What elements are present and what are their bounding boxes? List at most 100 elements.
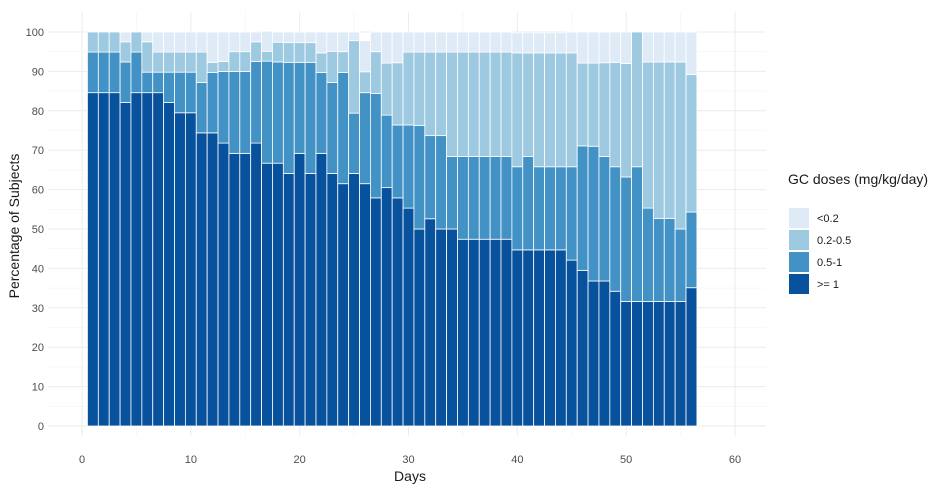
bar-segment (587, 62, 600, 147)
y-tick-label: 90 (32, 66, 44, 78)
bar-segment (228, 152, 241, 427)
bar-segment (533, 52, 545, 168)
bar-segment (631, 166, 643, 302)
bar-segment (424, 31, 437, 53)
bar-segment (652, 31, 665, 63)
bar-segment (500, 238, 513, 427)
bar-segment (326, 82, 339, 174)
bar-segment (391, 31, 404, 64)
x-tick-label: 10 (185, 454, 197, 466)
bar-segment (239, 152, 252, 427)
bar-segment (130, 92, 143, 427)
bar-segment (642, 61, 654, 209)
bar-segment (565, 31, 578, 54)
bar-segment (293, 31, 306, 44)
bar-segment (674, 31, 687, 63)
bar-segment (609, 31, 622, 63)
bar-segment (642, 301, 654, 427)
bar-segment (380, 31, 393, 64)
x-tick-label: 50 (620, 454, 632, 466)
bar-segment (206, 61, 219, 73)
y-tick-label: 60 (32, 185, 44, 197)
bar-segment (533, 32, 545, 54)
bar-segment (217, 71, 230, 144)
bar-segment (435, 31, 447, 53)
bar-segment (250, 31, 262, 43)
bar-segment (685, 287, 698, 427)
bar-segment (446, 228, 458, 427)
bar-segment (326, 173, 339, 427)
y-tick-label: 80 (32, 106, 44, 118)
bar-segment (565, 259, 578, 427)
bar-segment (206, 132, 219, 427)
legend-label: 0.5-1 (817, 257, 842, 269)
bar-segment (609, 61, 622, 168)
bar-segment (87, 31, 99, 53)
bar-segment (315, 72, 328, 154)
bar-segment (391, 197, 404, 427)
bar-segment (489, 31, 502, 53)
bar-segment (261, 50, 273, 62)
bar-segment (272, 41, 284, 63)
bar-segment (304, 42, 317, 63)
bar-segment (239, 71, 252, 154)
bar-segment (522, 32, 535, 54)
bar-segment (272, 162, 284, 427)
bar-segment (587, 145, 600, 282)
bar-segment (533, 166, 545, 251)
bar-segment (446, 156, 458, 230)
bar-segment (413, 31, 426, 53)
legend-swatch (789, 252, 809, 272)
bar-segment (184, 31, 197, 53)
bar-segment (522, 156, 535, 251)
bar-segment (152, 71, 165, 94)
bar-segment (97, 51, 110, 94)
bar-segment (489, 51, 502, 157)
bar-segment (663, 31, 676, 63)
bar-segment (97, 92, 110, 427)
bar-segment (467, 238, 480, 427)
bar-segment (685, 74, 698, 213)
bar-segment (598, 280, 611, 427)
bar-segment (228, 71, 241, 154)
bar-segment (370, 197, 382, 427)
x-tick-label: 0 (79, 454, 85, 466)
bar-segment (652, 301, 665, 427)
bar-segment (174, 51, 186, 73)
bar-segment (119, 102, 132, 427)
bar-segment (631, 31, 643, 168)
bar-segment (587, 31, 600, 64)
bar-segment (609, 166, 622, 292)
bar-segment (598, 62, 611, 157)
bar-segment (337, 72, 350, 185)
bar-segment (642, 207, 654, 302)
bar-segment (239, 31, 252, 53)
bar-segment (576, 145, 589, 271)
bar-segment (402, 31, 415, 53)
legend-swatch (789, 230, 809, 250)
bar-segment (685, 211, 698, 289)
x-tick-label: 20 (294, 454, 306, 466)
bar-segment (478, 156, 491, 240)
bar-segment (457, 51, 469, 157)
bar-segment (457, 31, 469, 53)
bar-segment (555, 32, 567, 54)
bar-segment (261, 30, 273, 52)
y-tick-label: 20 (32, 342, 44, 354)
bar-segment (195, 132, 208, 427)
bar-segment (293, 61, 306, 154)
bar-segment (250, 142, 262, 427)
bar-segment (217, 142, 230, 427)
y-axis-title: Percentage of Subjects (6, 154, 22, 299)
bar-segment (674, 61, 687, 230)
bar-segment (544, 249, 556, 427)
bar-segment (315, 52, 328, 73)
bar-segment (446, 31, 458, 53)
y-tick-label: 10 (32, 382, 44, 394)
bar-segment (457, 156, 469, 240)
bar-segment (380, 187, 393, 427)
bar-segment (282, 173, 295, 427)
bar-segment (555, 249, 567, 427)
bars (87, 30, 698, 427)
